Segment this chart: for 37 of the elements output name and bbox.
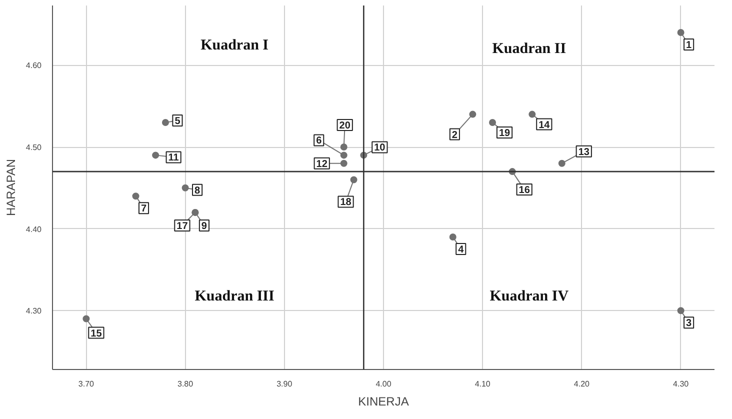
annotation: 12 [316, 158, 328, 170]
y-tick-label: 4.60 [26, 61, 42, 70]
annotation: 1 [686, 40, 692, 51]
annotation: 9 [201, 220, 208, 232]
annotation: 5 [174, 116, 181, 127]
annotation: 11 [168, 152, 180, 164]
annotation: 14 [538, 120, 550, 131]
y-tick-label: 4.30 [26, 306, 42, 316]
annotation: 19 [498, 128, 511, 139]
annotation: Kuadran III [194, 288, 275, 305]
x-tick-label: 4.30 [673, 380, 690, 388]
annotation: 7 [140, 204, 147, 215]
x-tick-label: 4.00 [376, 380, 392, 388]
x-tick-label: 3.90 [276, 380, 293, 388]
annotation: Kuadran II [492, 41, 566, 58]
x-tick-label: 3.70 [78, 380, 95, 388]
annotation: 16 [518, 185, 530, 196]
y-tick-label: 4.40 [26, 224, 42, 234]
annotation: 8 [194, 185, 201, 196]
annotation: 4 [458, 244, 464, 256]
annotation: Kuadran I [200, 38, 269, 54]
annotation: 2 [452, 130, 458, 141]
x-tick-label: 4.10 [474, 380, 491, 388]
annotation: 20 [339, 120, 351, 132]
annotation: 3 [686, 318, 692, 330]
annotation: 17 [176, 220, 188, 232]
annotation: 10 [374, 142, 386, 154]
y-tick-label: 4.50 [26, 143, 42, 152]
y-axis-title: HARAPAN [4, 158, 18, 216]
x-axis-title: KINERJA [358, 394, 409, 408]
annotation: 6 [316, 136, 322, 147]
annotation: Kuadran IV [490, 288, 569, 305]
x-tick-label: 4.20 [574, 380, 590, 388]
annotation: 15 [90, 328, 102, 340]
annotation: 13 [578, 146, 590, 158]
x-tick-label: 3.80 [178, 380, 194, 388]
annotation: 18 [340, 197, 352, 208]
